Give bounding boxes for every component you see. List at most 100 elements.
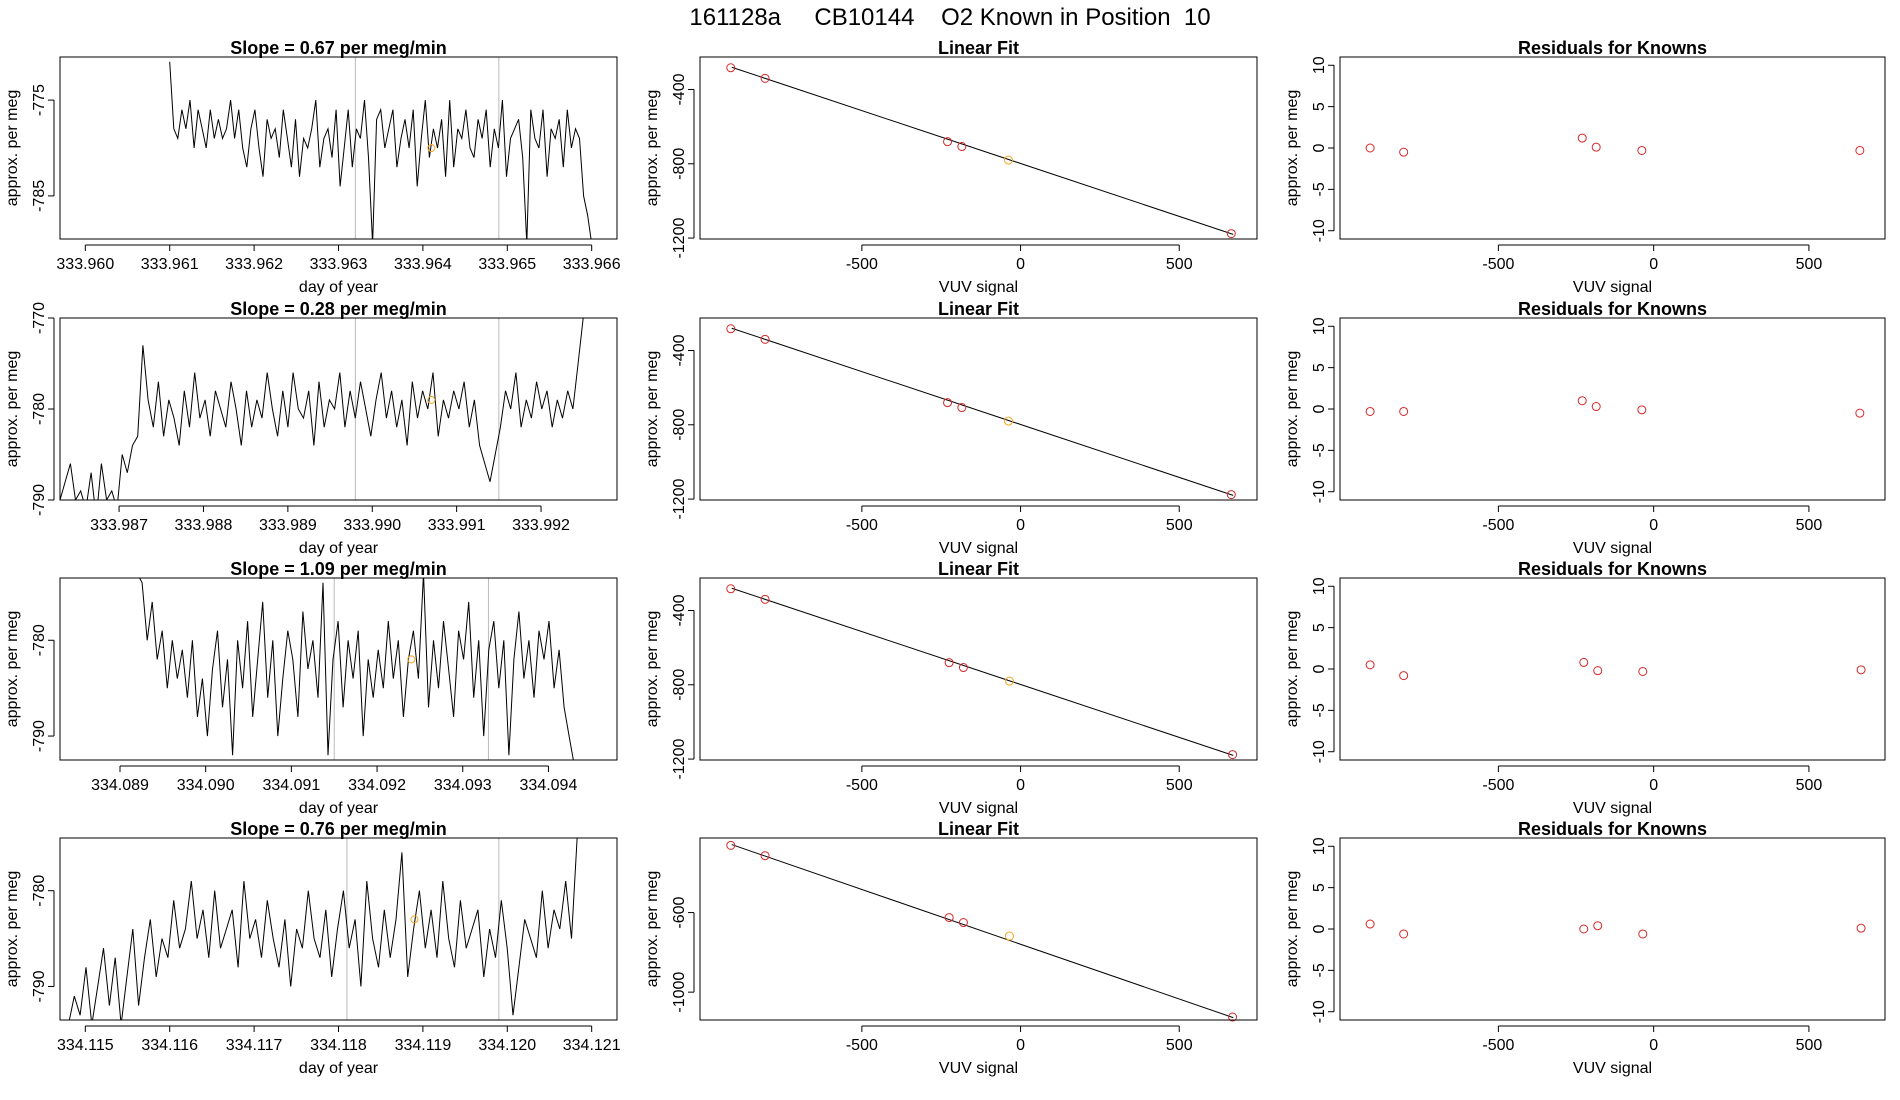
y-tick-label: -10 — [1311, 1000, 1328, 1023]
y-axis-label: approx. per meg — [1284, 90, 1301, 207]
highlight-point — [1004, 676, 1014, 686]
data-point — [1638, 666, 1648, 676]
highlight-point — [1003, 155, 1013, 165]
x-tick-label: 0 — [1649, 256, 1658, 273]
x-axis-label: VUV signal — [1573, 279, 1652, 296]
x-axis-label: VUV signal — [1573, 800, 1652, 817]
x-axis-label: VUV signal — [939, 800, 1018, 817]
data-point — [958, 663, 968, 673]
plot-title: Linear Fit — [938, 38, 1019, 58]
highlight-point — [427, 395, 436, 404]
x-tick-label: 334.093 — [434, 777, 492, 794]
data-point — [1577, 133, 1587, 143]
data-point — [1228, 1012, 1238, 1022]
highlight-point — [427, 144, 436, 152]
plot-frame — [59, 317, 618, 501]
x-tick-label: 500 — [1166, 1037, 1193, 1054]
data-point — [760, 73, 770, 83]
x-tick-label: 500 — [1796, 517, 1823, 534]
x-axis-label: day of year — [299, 1060, 379, 1077]
data-point — [957, 142, 967, 152]
x-axis-label: VUV signal — [1573, 1060, 1652, 1077]
series-line — [68, 838, 578, 1020]
x-tick-label: 333.963 — [310, 256, 368, 273]
x-tick-label: -500 — [846, 256, 878, 273]
data-point — [760, 594, 770, 604]
highlight-point — [410, 915, 419, 924]
plot-title: Slope = 0.76 per meg/min — [230, 819, 447, 839]
y-tick-label: -1200 — [671, 218, 688, 259]
x-tick-label: 500 — [1166, 517, 1193, 534]
data-point — [958, 918, 968, 928]
y-tick-label: -10 — [1311, 740, 1328, 763]
data-point — [1855, 145, 1865, 155]
y-tick-label: -785 — [31, 180, 48, 212]
highlight-point — [1003, 416, 1013, 426]
x-tick-label: 500 — [1796, 256, 1823, 273]
data-point — [943, 398, 953, 408]
data-point — [760, 334, 770, 344]
data-point — [1637, 405, 1647, 415]
y-tick-label: -5 — [1311, 443, 1328, 457]
x-tick-label: 334.091 — [262, 777, 320, 794]
data-point — [1856, 923, 1866, 933]
y-tick-label: 5 — [1311, 102, 1328, 111]
y-axis-label: approx. per meg — [4, 90, 21, 207]
plot-title: Residuals for Knowns — [1518, 299, 1707, 319]
plot-frame — [59, 837, 618, 1021]
x-tick-label: -500 — [846, 1037, 878, 1054]
x-tick-label: 333.965 — [478, 256, 536, 273]
y-axis-label: approx. per meg — [644, 90, 661, 207]
data-point — [1579, 924, 1589, 934]
data-point — [957, 403, 967, 413]
x-tick-label: 334.094 — [520, 777, 578, 794]
x-axis-label: VUV signal — [939, 540, 1018, 557]
x-tick-label: 0 — [1649, 517, 1658, 534]
y-tick-label: 0 — [1311, 404, 1328, 413]
plot-frame — [59, 56, 618, 240]
data-point — [943, 137, 953, 147]
x-tick-label: 334.116 — [141, 1037, 198, 1054]
data-point — [1855, 408, 1865, 418]
x-tick-label: 500 — [1166, 256, 1193, 273]
data-point — [1226, 490, 1236, 500]
data-point — [1226, 229, 1236, 239]
x-tick-label: 334.090 — [177, 777, 235, 794]
series-line — [139, 578, 574, 760]
plot-frame — [699, 317, 1258, 501]
y-tick-label: 0 — [1311, 924, 1328, 933]
x-tick-label: 333.964 — [394, 256, 452, 273]
plot-frame — [1339, 577, 1886, 761]
x-tick-label: 0 — [1016, 777, 1025, 794]
x-tick-label: 334.118 — [310, 1037, 367, 1054]
x-tick-label: 500 — [1166, 777, 1193, 794]
data-point — [1593, 666, 1603, 676]
x-tick-label: 333.962 — [225, 256, 283, 273]
data-point — [1399, 671, 1409, 681]
data-point — [726, 63, 736, 73]
x-tick-label: 334.117 — [226, 1037, 283, 1054]
data-point — [1856, 665, 1866, 675]
x-tick-label: 334.089 — [91, 777, 149, 794]
y-tick-label: 10 — [1311, 577, 1328, 595]
y-axis-label: approx. per meg — [4, 611, 21, 728]
data-point — [1365, 143, 1375, 153]
x-axis-label: VUV signal — [939, 279, 1018, 296]
x-tick-label: 0 — [1016, 517, 1025, 534]
y-tick-label: -775 — [31, 84, 48, 116]
plot-title: Residuals for Knowns — [1518, 38, 1707, 58]
y-tick-label: -1200 — [671, 739, 688, 780]
x-tick-label: 0 — [1649, 1037, 1658, 1054]
plot-title: Linear Fit — [938, 819, 1019, 839]
x-tick-label: 334.120 — [478, 1037, 536, 1054]
x-tick-label: 0 — [1016, 1037, 1025, 1054]
plot-frame — [1339, 837, 1886, 1021]
y-tick-label: 0 — [1311, 143, 1328, 152]
x-tick-label: 333.960 — [56, 256, 114, 273]
data-point — [1591, 402, 1601, 412]
x-tick-label: -500 — [1482, 517, 1514, 534]
data-point — [1637, 145, 1647, 155]
x-axis-label: VUV signal — [939, 1060, 1018, 1077]
x-axis-label: day of year — [299, 279, 379, 296]
y-tick-label: -5 — [1311, 963, 1328, 977]
